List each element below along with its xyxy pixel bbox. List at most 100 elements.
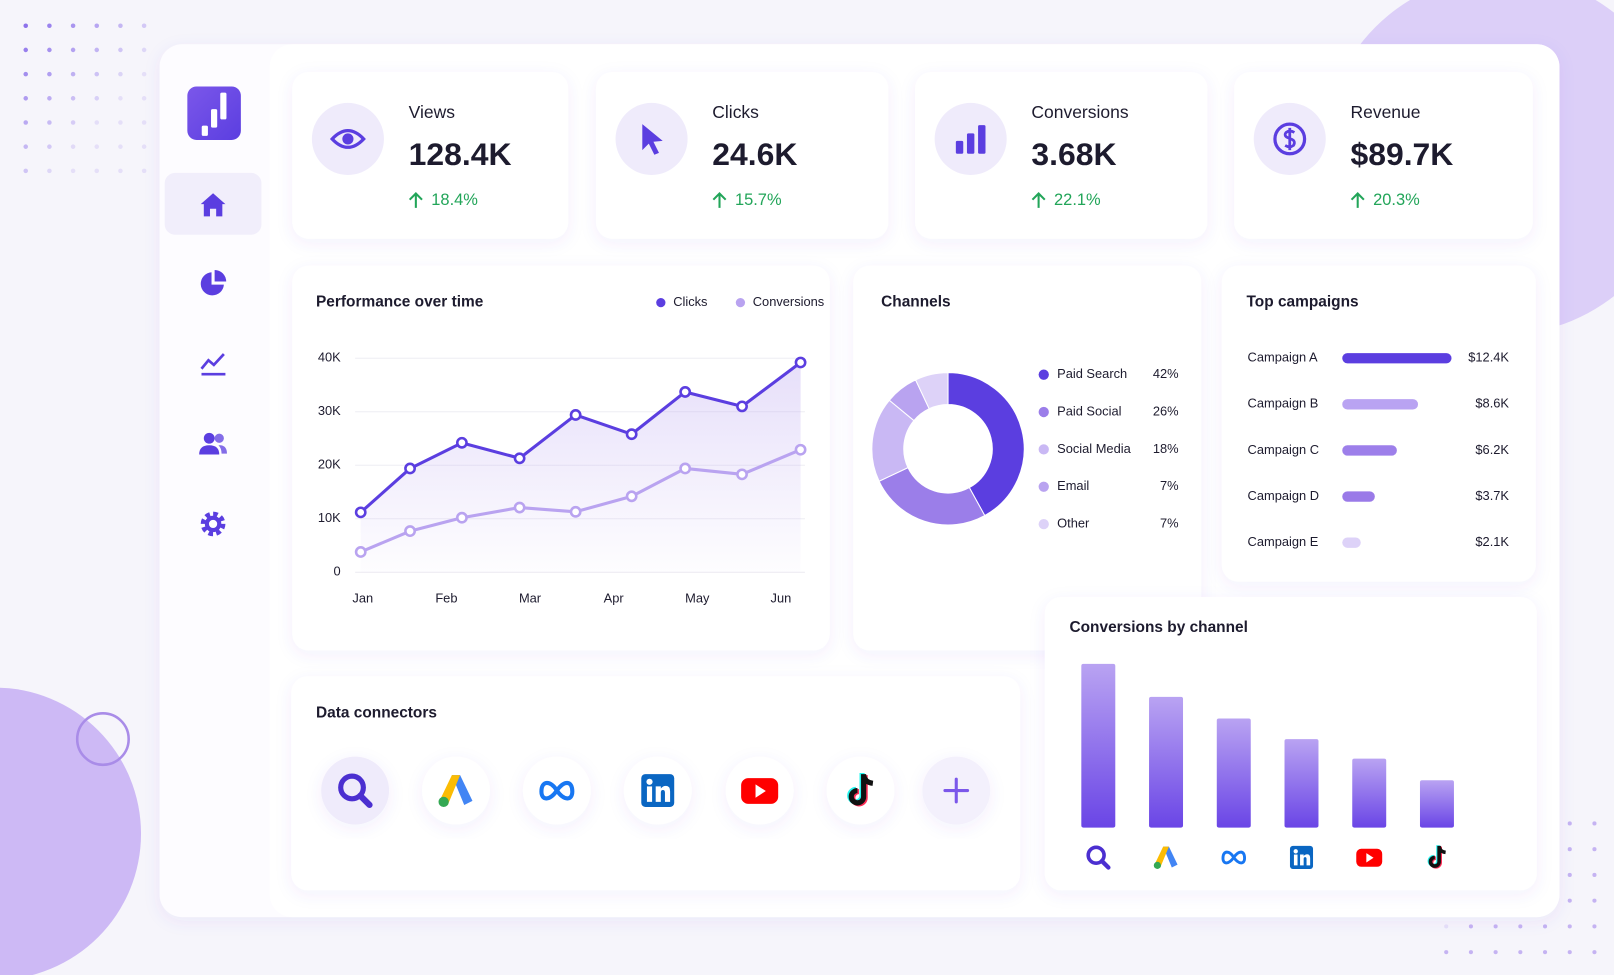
point	[455, 436, 468, 449]
dot	[23, 168, 28, 174]
section-title: Data connectors	[316, 704, 437, 721]
dot	[70, 96, 76, 101]
bar	[1419, 780, 1454, 828]
x-tick-label: Jun	[771, 590, 792, 605]
card	[1221, 265, 1536, 582]
up-arrow	[408, 192, 423, 208]
legend-label: Email	[1057, 478, 1089, 493]
bar	[1342, 537, 1361, 548]
legend-swatch	[735, 297, 746, 308]
dot	[1468, 950, 1473, 955]
point	[625, 428, 638, 441]
blob	[0, 687, 141, 975]
value-label: $2.1K	[1475, 534, 1509, 549]
dot	[1567, 924, 1572, 929]
legend-label: Paid Social	[1057, 403, 1121, 418]
dot	[141, 96, 147, 101]
x-tick-label: Mar	[519, 590, 542, 605]
dot	[141, 23, 147, 28]
legend-label: Conversions	[753, 294, 824, 309]
dot	[1592, 872, 1597, 877]
dot	[47, 23, 52, 28]
kpi-value: 3.68K	[1031, 136, 1116, 172]
dot	[94, 47, 100, 53]
dot	[47, 144, 52, 149]
chart-title: Performance over time	[316, 294, 484, 311]
dot	[70, 168, 76, 174]
kpi-label: Views	[409, 102, 456, 122]
dot	[70, 144, 76, 149]
value-label: $12.4K	[1468, 350, 1509, 365]
point	[679, 462, 692, 475]
dot	[141, 120, 147, 125]
kpi-value: 128.4K	[409, 136, 512, 172]
dot	[1592, 847, 1597, 852]
legend-swatch	[1038, 406, 1049, 418]
y-tick-label: 10K	[318, 510, 341, 525]
dot	[1493, 924, 1498, 929]
dot	[141, 71, 147, 77]
connector-icon	[741, 778, 779, 804]
point	[679, 386, 692, 398]
x-tick-label: Jan	[352, 590, 373, 605]
logo-bar	[220, 92, 227, 120]
legend-swatch	[1038, 444, 1049, 455]
dot	[47, 168, 52, 174]
dot	[47, 96, 52, 101]
dot	[94, 96, 100, 101]
area	[360, 362, 801, 573]
value-label: 7%	[1160, 478, 1179, 493]
dot	[23, 71, 28, 77]
dot	[1468, 924, 1473, 929]
kpi-label: Conversions	[1031, 102, 1128, 122]
bar	[1216, 718, 1251, 828]
legend-swatch	[656, 297, 666, 308]
bar	[1149, 696, 1184, 828]
dot	[118, 144, 123, 149]
bar	[1352, 758, 1387, 828]
value-label: 18%	[1153, 441, 1179, 456]
connector-bg[interactable]	[321, 756, 390, 825]
kpi-value: $89.7K	[1350, 136, 1453, 172]
point	[736, 468, 748, 481]
dot	[23, 120, 28, 125]
dot	[94, 144, 100, 149]
card	[853, 265, 1202, 651]
y-tick-label: 0	[334, 564, 341, 579]
dot	[118, 168, 123, 174]
dot	[141, 144, 147, 149]
dot	[118, 96, 123, 101]
value-label: $3.7K	[1475, 488, 1509, 503]
dot	[1518, 924, 1523, 929]
chart-title: Top campaigns	[1247, 294, 1359, 311]
up-arrow	[1350, 192, 1365, 208]
value-label: $8.6K	[1475, 396, 1509, 411]
dot	[1592, 821, 1597, 826]
kpi-change: 18.4%	[431, 191, 478, 209]
value-label: 26%	[1153, 403, 1179, 418]
value-label: 42%	[1153, 366, 1179, 381]
x-tick-label: Apr	[604, 590, 625, 605]
dot	[1542, 950, 1548, 955]
dot	[94, 168, 100, 174]
connector-bg[interactable]	[422, 756, 490, 825]
bar	[1342, 399, 1419, 410]
legend-swatch	[1038, 369, 1049, 380]
point	[569, 505, 582, 518]
legend-swatch	[1038, 481, 1049, 492]
dot	[118, 71, 123, 77]
dot	[1518, 950, 1523, 955]
bar	[1284, 739, 1319, 828]
y-tick-label: 20K	[318, 457, 341, 472]
up-arrow	[712, 192, 727, 208]
dot	[1444, 950, 1449, 955]
x-tick-label: Feb	[435, 590, 457, 605]
donut-slice	[914, 372, 949, 410]
logo-bar	[211, 109, 218, 128]
dot	[94, 23, 100, 28]
kpi-change: 22.1%	[1054, 191, 1101, 209]
point	[794, 443, 807, 456]
up-arrow	[1031, 192, 1046, 208]
